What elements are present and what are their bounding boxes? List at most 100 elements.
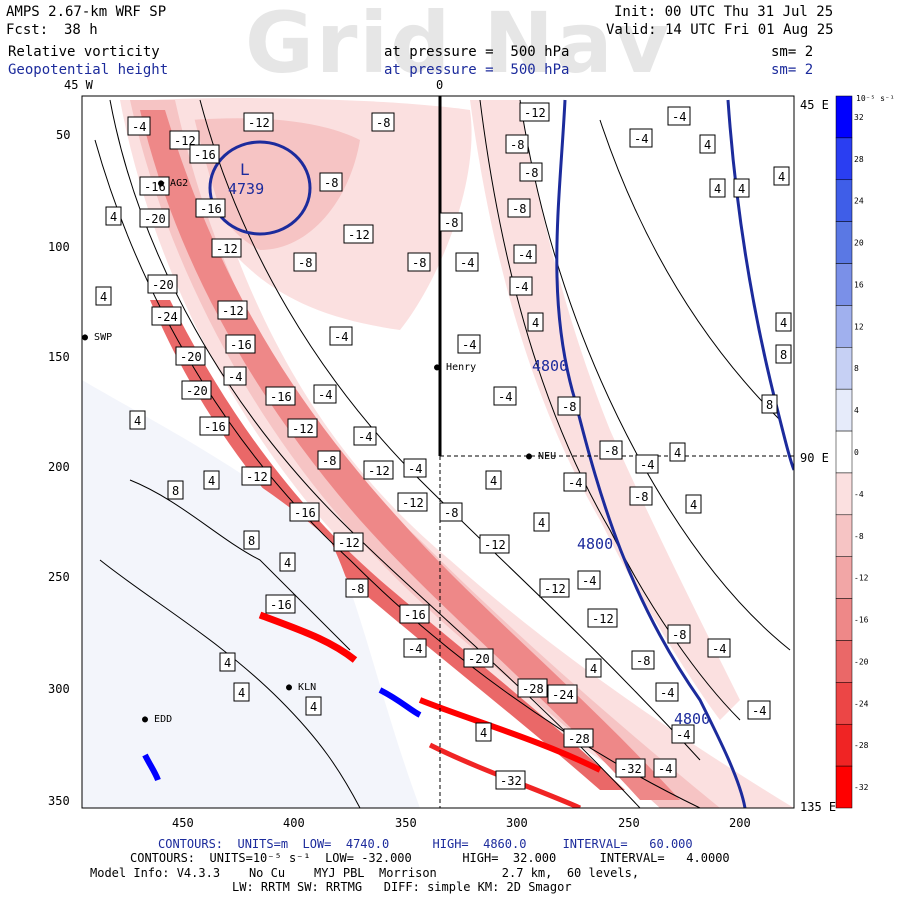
- contour-value-label: 4: [485, 470, 502, 490]
- station-label: KLN: [298, 682, 317, 693]
- contour-value-label: -4: [577, 570, 601, 590]
- colorbar-swatch: [835, 640, 853, 683]
- svg-text:4: 4: [224, 656, 231, 670]
- contour-value-label: -16: [195, 198, 226, 218]
- valid-time: Valid: 14 UTC Fri 01 Aug 25: [606, 22, 834, 38]
- contour-value-label: -28: [563, 728, 594, 748]
- contour-value-label: -32: [615, 758, 646, 778]
- svg-text:-8: -8: [562, 400, 576, 414]
- contour-value-label: 8: [243, 530, 260, 550]
- svg-text:-8: -8: [636, 654, 650, 668]
- contour-value-label: -16: [139, 176, 170, 196]
- svg-text:4: 4: [538, 516, 545, 530]
- field2-name: Geopotential height: [8, 62, 169, 78]
- contour-value-label: -4: [223, 366, 247, 386]
- svg-text:-4: -4: [460, 256, 474, 270]
- y-tick-350: 350: [48, 794, 70, 808]
- svg-text:-8: -8: [298, 256, 312, 270]
- x-tick-350: 350: [395, 816, 417, 830]
- field2-level: at pressure = 500 hPa: [384, 62, 570, 78]
- colorbar-swatch: [835, 221, 853, 264]
- svg-text:-4: -4: [462, 338, 476, 352]
- svg-text:-16: -16: [200, 202, 222, 216]
- contour-value-label: -16: [199, 416, 230, 436]
- x-tick-400: 400: [283, 816, 305, 830]
- contour-value-label: -8: [371, 112, 395, 132]
- svg-text:-24: -24: [552, 688, 574, 702]
- station-label: AG2: [170, 178, 189, 189]
- x-tick-300: 300: [506, 816, 528, 830]
- svg-text:-16: -16: [204, 420, 226, 434]
- contour-value-label: -8: [407, 252, 431, 272]
- y-tick-50: 50: [56, 128, 71, 142]
- contour-value-label: -4: [313, 384, 337, 404]
- contour-value-label: -28: [517, 678, 548, 698]
- field1-level: at pressure = 500 hPa: [384, 44, 570, 60]
- svg-text:4: 4: [208, 474, 215, 488]
- contour-value-label: 4: [475, 722, 492, 742]
- colorbar-swatch: [835, 430, 853, 474]
- svg-text:-8: -8: [324, 176, 338, 190]
- contour-value-label: -4: [667, 106, 691, 126]
- contour-value-label: 4: [203, 470, 220, 490]
- contour-value-label: -4: [493, 386, 517, 406]
- svg-text:-8: -8: [672, 628, 686, 642]
- contour-value-label: -12: [343, 224, 374, 244]
- station-label: NEU: [538, 451, 557, 462]
- colorbar-label: -4: [854, 490, 864, 499]
- colorbar-swatch: [835, 723, 853, 767]
- svg-text:-12: -12: [216, 242, 238, 256]
- x-tick-200: 200: [729, 816, 751, 830]
- svg-text:-8: -8: [510, 138, 524, 152]
- svg-text:-16: -16: [270, 598, 292, 612]
- y-tick-150: 150: [48, 350, 70, 364]
- colorbar-label: -16: [854, 616, 869, 625]
- svg-text:-24: -24: [156, 310, 178, 324]
- colorbar-label: 32: [854, 113, 864, 122]
- contour-value-label: -8: [439, 212, 463, 232]
- watermark: Grid Nav: [245, 0, 672, 92]
- contour-value-label: -4: [655, 682, 679, 702]
- colorbar-swatch: [835, 347, 853, 390]
- right-label-45e: 45 E: [800, 98, 829, 112]
- contour-value-label: -8: [507, 198, 531, 218]
- svg-text:-12: -12: [484, 538, 506, 552]
- svg-text:-20: -20: [186, 384, 208, 398]
- contour-value-label: 8: [167, 480, 184, 500]
- svg-text:-8: -8: [412, 256, 426, 270]
- svg-text:-4: -4: [132, 120, 146, 134]
- contour-value-label: 4: [699, 134, 716, 154]
- svg-text:-4: -4: [658, 762, 672, 776]
- station-henry: ● Henry: [434, 362, 477, 373]
- colorbar-swatch: [835, 263, 853, 306]
- colorbar-label: 24: [854, 197, 864, 206]
- svg-text:4: 4: [100, 290, 107, 304]
- colorbar-unit: 10⁻⁵ s⁻¹: [856, 94, 895, 103]
- height-label: 4800: [532, 357, 569, 375]
- svg-text:-20: -20: [152, 278, 174, 292]
- contour-value-label: -16: [225, 334, 256, 354]
- contour-value-label: -8: [345, 578, 369, 598]
- contour-value-label: 4: [775, 312, 792, 332]
- contour-value-label: -16: [265, 594, 296, 614]
- svg-text:-32: -32: [620, 762, 642, 776]
- svg-text:-12: -12: [592, 612, 614, 626]
- station-label: EDD: [154, 714, 173, 725]
- contour-value-label: 4: [533, 512, 550, 532]
- svg-text:4: 4: [674, 446, 681, 460]
- contour-value-label: -4: [747, 700, 771, 720]
- footer-model-info: Model Info: V4.3.3 No Cu MYJ PBL Morriso…: [90, 866, 640, 880]
- contour-value-label: -8: [667, 624, 691, 644]
- svg-text:4: 4: [780, 316, 787, 330]
- svg-text:-20: -20: [144, 212, 166, 226]
- svg-text:-12: -12: [348, 228, 370, 242]
- colorbar-label: 20: [854, 239, 864, 248]
- svg-text:-8: -8: [634, 490, 648, 504]
- colorbar-label: -8: [854, 532, 864, 541]
- contour-value-label: -4: [629, 128, 653, 148]
- contour-value-label: -12: [333, 532, 364, 552]
- contour-value-label: -12: [217, 300, 248, 320]
- contour-value-label: 4: [279, 552, 296, 572]
- colorbar-swatch: [835, 137, 853, 181]
- svg-text:8: 8: [766, 398, 773, 412]
